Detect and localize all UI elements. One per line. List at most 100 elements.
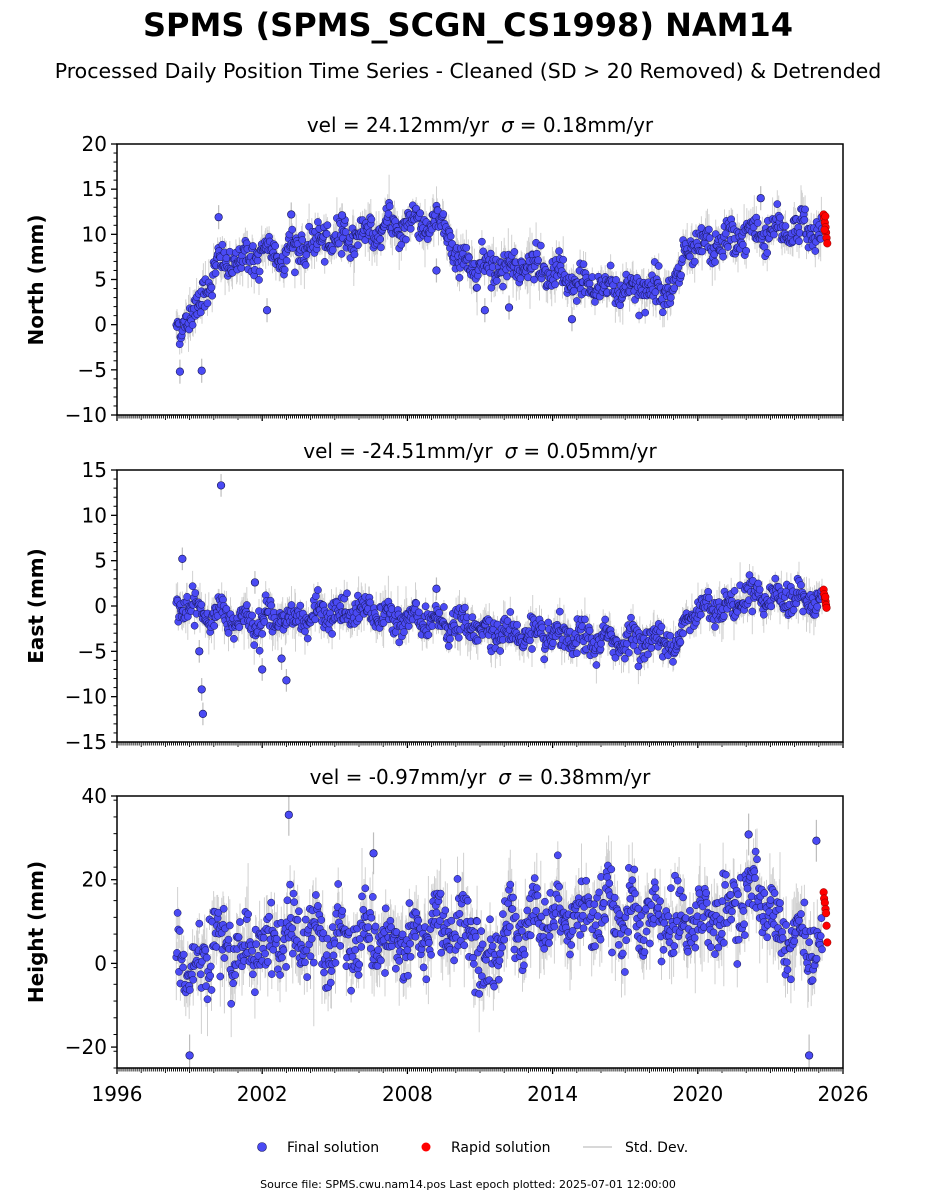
final-point: [540, 944, 549, 953]
final-point: [327, 967, 336, 975]
final-point: [386, 916, 395, 925]
final-point: [400, 628, 408, 636]
x-tick-label: 2008: [382, 1082, 433, 1106]
rapid-points-height: [819, 888, 832, 947]
final-point: [640, 948, 649, 956]
final-point: [446, 232, 455, 241]
final-point: [642, 927, 651, 936]
final-point: [526, 931, 535, 940]
final-point: [286, 880, 294, 889]
x-tick-label: 1996: [92, 1082, 143, 1106]
final-point: [326, 978, 335, 987]
final-point: [541, 897, 549, 906]
final-point: [254, 951, 263, 960]
final-point: [260, 618, 269, 626]
final-point: [207, 283, 216, 292]
final-point: [460, 941, 469, 950]
panel-velocity-text: vel = 24.12mm/yr: [307, 113, 490, 137]
final-point: [510, 248, 519, 256]
final-point: [433, 206, 442, 215]
final-point: [323, 934, 332, 943]
final-point: [309, 958, 318, 967]
final-point: [381, 904, 390, 913]
final-point: [377, 243, 385, 252]
final-point: [356, 935, 364, 943]
final-point: [679, 629, 687, 638]
plot-area-height: [172, 796, 832, 1068]
footer-note: Source file: SPMS.cwu.nam14.pos Last epo…: [260, 1178, 676, 1191]
final-point: [621, 654, 629, 663]
final-point: [797, 910, 805, 918]
final-point: [805, 1051, 814, 1060]
final-point: [520, 961, 528, 970]
final-point: [760, 889, 769, 897]
final-point: [705, 594, 713, 602]
final-point: [216, 481, 226, 490]
final-point: [684, 947, 692, 956]
final-point: [279, 946, 288, 955]
final-point: [763, 248, 772, 257]
final-point: [283, 896, 292, 905]
final-point: [670, 284, 679, 292]
final-point: [377, 956, 385, 965]
y-tick-label: 5: [94, 549, 107, 573]
final-point: [450, 956, 458, 965]
final-point: [657, 622, 666, 631]
final-point: [621, 968, 629, 976]
final-point: [597, 639, 605, 648]
final-point: [679, 893, 687, 902]
final-point: [439, 210, 448, 218]
final-point: [267, 601, 276, 610]
final-point: [553, 851, 562, 860]
final-point: [624, 928, 633, 936]
final-point: [532, 906, 540, 915]
final-point: [258, 630, 267, 638]
final-point: [267, 970, 276, 978]
final-point: [367, 215, 376, 224]
final-point: [359, 905, 368, 914]
final-point: [498, 943, 507, 952]
final-point: [600, 899, 608, 908]
final-point: [734, 935, 743, 944]
final-point: [357, 943, 366, 951]
final-point: [590, 900, 599, 909]
final-point: [631, 889, 639, 898]
final-point: [500, 935, 509, 944]
y-tick-label: 15: [82, 177, 107, 201]
final-point: [366, 598, 374, 607]
final-point: [303, 634, 312, 643]
final-point: [618, 949, 627, 958]
final-point: [726, 890, 735, 899]
final-point: [641, 308, 650, 317]
final-point: [637, 911, 645, 920]
final-point: [411, 932, 420, 941]
final-point: [406, 939, 414, 948]
final-point: [731, 899, 740, 907]
final-point: [249, 970, 257, 979]
final-point: [559, 255, 568, 264]
final-point: [479, 247, 488, 256]
final-point: [188, 582, 197, 591]
y-tick-label: −20: [65, 1035, 107, 1059]
final-point: [707, 943, 715, 951]
final-point: [719, 939, 728, 947]
final-point: [185, 986, 194, 994]
final-point: [703, 898, 711, 907]
final-point: [730, 586, 739, 595]
final-point: [763, 933, 772, 942]
final-point: [230, 634, 238, 643]
final-point: [311, 615, 320, 624]
final-point: [555, 607, 564, 616]
final-point: [207, 986, 216, 994]
final-point: [506, 608, 515, 616]
final-point: [381, 969, 389, 977]
final-point: [616, 301, 624, 310]
legend-final-marker: [257, 1142, 267, 1152]
y-tick-label: −15: [65, 730, 107, 754]
final-point: [322, 230, 331, 238]
final-point: [293, 916, 302, 924]
final-point: [421, 602, 430, 611]
final-point: [596, 935, 605, 944]
sigma-symbol: σ: [498, 765, 512, 789]
y-axis-label-height: Height (mm): [24, 861, 48, 1003]
